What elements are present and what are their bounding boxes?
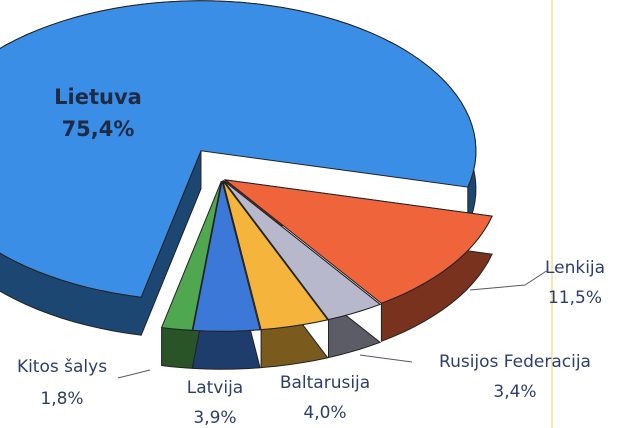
slice-label: Rusijos Federacija [439,352,591,372]
slice-value-label: 4,0% [303,403,346,423]
slice-label: Latvija [187,378,243,398]
slice-value-label: 1,8% [40,389,83,409]
slice [160,180,222,331]
slice-value-label: 3,9% [193,408,236,428]
slice-label: Lietuva [54,85,142,109]
leader-line [469,269,549,291]
slice [0,0,477,298]
leader-line [359,354,413,363]
slice-value-label: 11,5% [548,288,602,308]
slice [223,180,382,321]
slice-label: Kitos šalys [17,357,107,377]
slice-label: Baltarusija [280,373,370,393]
slice [223,179,493,304]
slice-value-label: 3,4% [493,382,536,402]
slice-value-label: 75,4% [62,117,135,141]
slice-tops [0,0,493,332]
slice [222,180,329,331]
slice-label: Lenkija [545,258,605,278]
leader-line [117,369,151,379]
slice [192,181,261,332]
